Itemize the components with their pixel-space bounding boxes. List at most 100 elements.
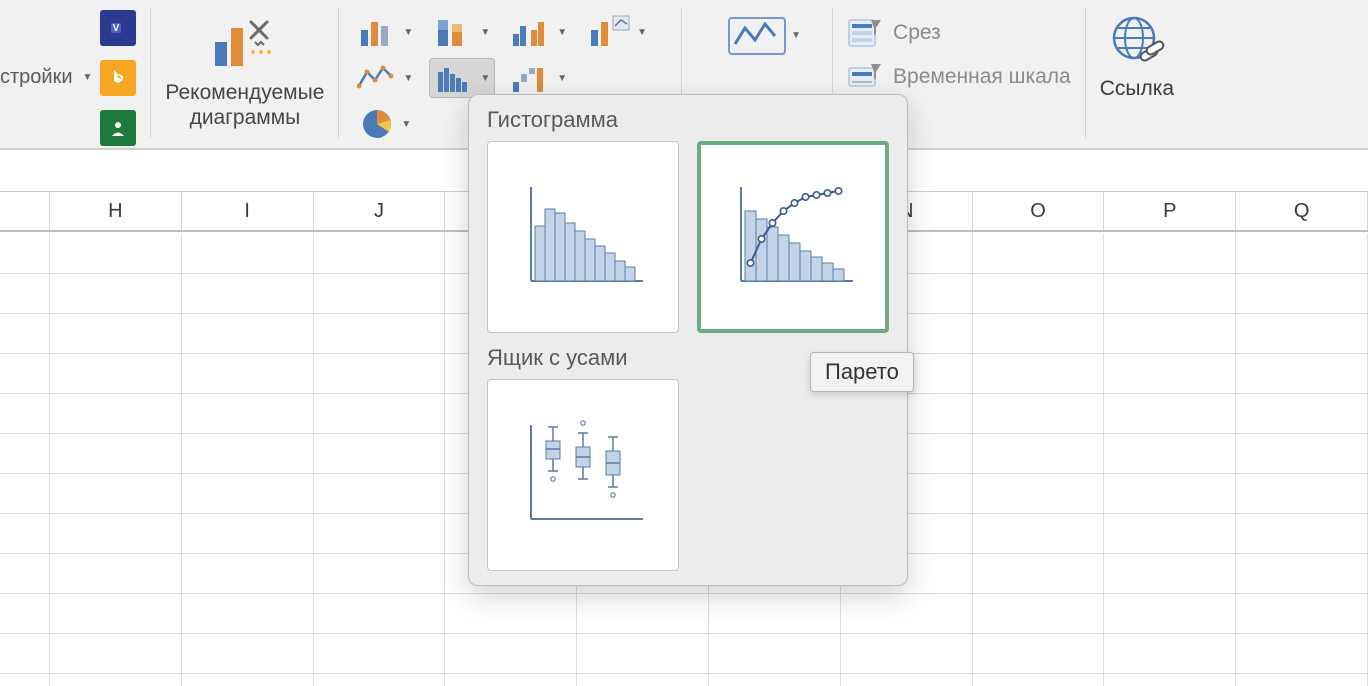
boxplot-chart-option[interactable] [487, 379, 679, 571]
cell[interactable] [841, 594, 973, 633]
cell[interactable] [1236, 634, 1368, 673]
cell[interactable] [1236, 594, 1368, 633]
cell[interactable] [0, 354, 50, 393]
cell[interactable] [841, 634, 973, 673]
cell[interactable] [1104, 514, 1236, 553]
cell[interactable] [182, 634, 314, 673]
cell[interactable] [1236, 394, 1368, 433]
cell[interactable] [314, 674, 446, 686]
cell[interactable] [1236, 474, 1368, 513]
column-header[interactable]: J [314, 192, 446, 230]
cell[interactable] [973, 274, 1105, 313]
cell[interactable] [50, 234, 182, 273]
cell[interactable] [1104, 274, 1236, 313]
column-header[interactable]: O [973, 192, 1105, 230]
cell[interactable] [182, 234, 314, 273]
combo-chart-icon[interactable]: ▼ [583, 12, 651, 52]
cell[interactable] [0, 434, 50, 473]
cell[interactable] [1104, 674, 1236, 686]
cell[interactable] [182, 674, 314, 686]
cell[interactable] [1236, 274, 1368, 313]
cell[interactable] [577, 594, 709, 633]
cell[interactable] [0, 514, 50, 553]
cell[interactable] [0, 474, 50, 513]
cell[interactable] [314, 514, 446, 553]
cell[interactable] [182, 434, 314, 473]
cell[interactable] [314, 274, 446, 313]
bing-addin-icon[interactable] [100, 60, 136, 96]
cell[interactable] [1104, 234, 1236, 273]
column-header[interactable]: H [50, 192, 182, 230]
cell[interactable] [973, 434, 1105, 473]
cell[interactable] [973, 354, 1105, 393]
pie-chart-icon[interactable]: ▼ [353, 104, 417, 144]
cell[interactable] [182, 274, 314, 313]
cell[interactable] [1104, 354, 1236, 393]
cell[interactable] [1104, 634, 1236, 673]
cell[interactable] [50, 394, 182, 433]
hyperlink-button[interactable]: Ссылка [1100, 8, 1174, 101]
cell[interactable] [0, 234, 50, 273]
column-header[interactable]: I [182, 192, 314, 230]
cell[interactable] [973, 634, 1105, 673]
cell[interactable] [50, 674, 182, 686]
cell[interactable] [50, 434, 182, 473]
histogram-chart-option[interactable] [487, 141, 679, 333]
people-graph-addin-icon[interactable] [100, 110, 136, 146]
column-chart-icon[interactable]: ▼ [353, 12, 417, 52]
cell[interactable] [973, 674, 1105, 686]
cell[interactable] [182, 354, 314, 393]
cell[interactable] [577, 674, 709, 686]
dropdown-arrow-icon[interactable]: ▼ [83, 72, 93, 83]
bar-gap-chart-icon[interactable]: ▼ [507, 12, 571, 52]
cell[interactable] [0, 594, 50, 633]
cell[interactable] [973, 554, 1105, 593]
visio-addin-icon[interactable]: V [100, 10, 136, 46]
cell[interactable] [445, 674, 577, 686]
column-header[interactable]: Q [1236, 192, 1368, 230]
sparkline-button[interactable]: ▼ [727, 8, 787, 75]
cell[interactable] [1236, 354, 1368, 393]
cell[interactable] [973, 314, 1105, 353]
cell[interactable] [1104, 394, 1236, 433]
timeline-button[interactable]: Временная шкала [847, 62, 1071, 92]
cell[interactable] [973, 514, 1105, 553]
cell[interactable] [577, 634, 709, 673]
cell[interactable] [182, 554, 314, 593]
cell[interactable] [50, 474, 182, 513]
cell[interactable] [50, 594, 182, 633]
cell[interactable] [50, 514, 182, 553]
cell[interactable] [182, 474, 314, 513]
cell[interactable] [1236, 434, 1368, 473]
waterfall-chart-icon[interactable]: ▼ [507, 58, 571, 98]
recommended-charts-button[interactable]: Рекомендуемые диаграммы [165, 8, 324, 130]
cell[interactable] [0, 274, 50, 313]
cell[interactable] [0, 634, 50, 673]
cell[interactable] [1236, 554, 1368, 593]
cell[interactable] [709, 594, 841, 633]
cell[interactable] [314, 474, 446, 513]
cell[interactable] [182, 514, 314, 553]
cell[interactable] [182, 394, 314, 433]
cell[interactable] [314, 594, 446, 633]
statistic-chart-icon[interactable]: ▼ [429, 58, 495, 98]
cell[interactable] [0, 394, 50, 433]
cell[interactable] [1104, 314, 1236, 353]
column-header[interactable]: P [1104, 192, 1236, 230]
cell[interactable] [1236, 674, 1368, 686]
cell[interactable] [709, 634, 841, 673]
cell[interactable] [314, 434, 446, 473]
cell[interactable] [0, 314, 50, 353]
cell[interactable] [1104, 594, 1236, 633]
cell[interactable] [50, 354, 182, 393]
cell[interactable] [0, 554, 50, 593]
cell[interactable] [841, 674, 973, 686]
cell[interactable] [1236, 314, 1368, 353]
cell[interactable] [445, 594, 577, 633]
cell[interactable] [182, 594, 314, 633]
cell[interactable] [314, 394, 446, 433]
cell[interactable] [1236, 514, 1368, 553]
column-header[interactable] [0, 192, 50, 230]
cell[interactable] [445, 634, 577, 673]
cell[interactable] [973, 594, 1105, 633]
